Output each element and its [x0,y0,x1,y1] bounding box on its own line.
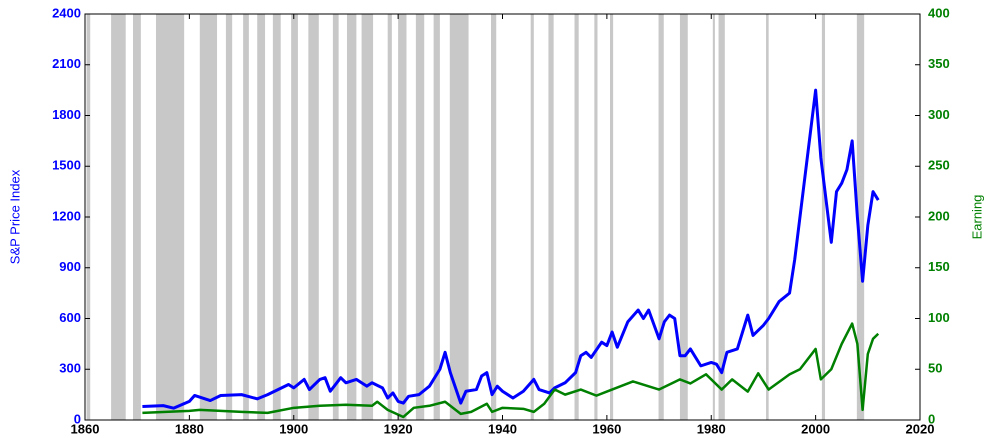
recession-band [199,14,218,420]
x-tick-label: 1860 [71,421,100,436]
recession-band [361,14,374,420]
recession-band [308,14,319,420]
recession-band [111,14,126,420]
recession-band [155,14,185,420]
recession-band [574,14,579,420]
recession-band [291,14,298,420]
recession-band [530,14,534,420]
y2-tick-label: 400 [928,5,950,20]
recession-band [272,14,281,420]
x-tick-label: 2020 [906,421,935,436]
y-axis-label: S&P Price Index [7,169,22,264]
recession-band [548,14,554,420]
recession-band [225,14,233,420]
y-tick-label: 1800 [52,107,81,122]
y2-tick-label: 250 [928,158,950,173]
y-tick-label: 2100 [52,56,81,71]
recession-band [332,14,339,420]
y-tick-label: 1200 [52,208,81,223]
x-tick-label: 1940 [488,421,517,436]
recession-band [658,14,664,420]
recession-band [766,14,769,420]
recession-band [712,14,715,420]
y-tick-label: 2400 [52,5,81,20]
y-tick-label: 300 [59,361,81,376]
x-tick-label: 1920 [384,421,413,436]
recession-band [243,14,249,420]
recession-band [718,14,725,420]
recession-band [449,14,469,420]
recession-band [821,14,826,420]
recession-band [387,14,392,420]
y2-tick-label: 150 [928,259,950,274]
y2-tick-label: 100 [928,310,950,325]
recession-band [133,14,141,420]
y2-tick-label: 350 [928,56,950,71]
y2-axis-label: Earning [969,195,984,240]
recession-band [398,14,407,420]
y-tick-label: 0 [74,411,81,426]
y2-tick-label: 0 [928,411,935,426]
series-line [142,88,880,410]
y2-tick-label: 50 [928,361,942,376]
x-tick-label: 1980 [697,421,726,436]
recession-band [856,14,865,420]
x-tick-label: 1880 [175,421,204,436]
y-tick-label: 900 [59,259,81,274]
recession-band [491,14,497,420]
recession-band [346,14,357,420]
series-line [142,322,880,419]
recession-band [415,14,425,420]
y-tick-label: 600 [59,310,81,325]
x-tick-label: 1900 [279,421,308,436]
recession-band [610,14,614,420]
y2-tick-label: 200 [928,208,950,223]
recession-band [679,14,688,420]
x-tick-label: 2000 [801,421,830,436]
y2-tick-label: 300 [928,107,950,122]
recession-band [257,14,266,420]
y-tick-label: 1500 [52,158,81,173]
recession-band [594,14,598,420]
recession-band [433,14,440,420]
x-tick-label: 1960 [592,421,621,436]
